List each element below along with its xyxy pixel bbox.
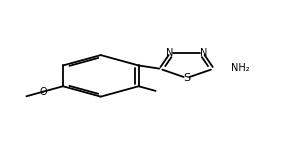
Text: N: N [166,48,174,58]
Text: O: O [40,87,47,97]
Text: N: N [200,48,207,58]
Text: NH₂: NH₂ [231,63,250,73]
Text: S: S [183,73,190,83]
